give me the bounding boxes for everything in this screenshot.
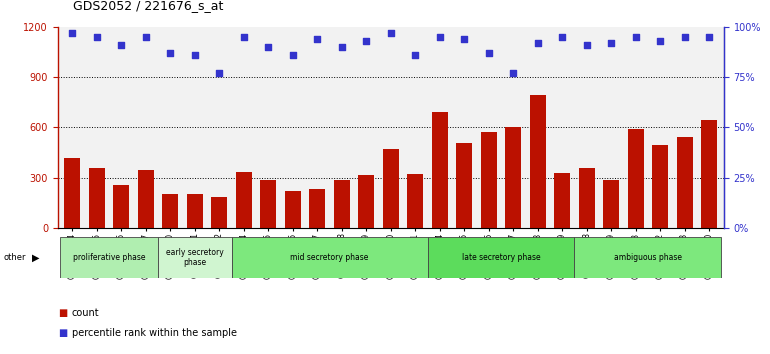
Bar [427, 237, 574, 278]
Point [483, 50, 495, 56]
Text: mid secretory phase: mid secretory phase [290, 253, 369, 262]
Bar [310, 189, 325, 228]
Point [556, 34, 568, 40]
Bar [407, 174, 424, 228]
Point [164, 50, 176, 56]
Point [458, 36, 470, 41]
Bar [603, 181, 619, 228]
Bar [579, 168, 594, 228]
Point [286, 52, 299, 58]
Point [262, 44, 274, 50]
Bar [505, 127, 521, 228]
Text: late secretory phase: late secretory phase [462, 253, 541, 262]
Point [384, 30, 397, 35]
Text: other: other [4, 253, 26, 262]
Point [678, 34, 691, 40]
Text: proliferative phase: proliferative phase [73, 253, 146, 262]
Bar [285, 191, 301, 228]
Bar [358, 175, 374, 228]
Point [189, 52, 201, 58]
Point [507, 70, 520, 76]
Bar [260, 181, 276, 228]
Bar [432, 112, 447, 228]
Bar [530, 96, 546, 228]
Bar [232, 237, 427, 278]
Bar [628, 129, 644, 228]
Point [654, 38, 666, 44]
Bar [187, 194, 203, 228]
Point [336, 44, 348, 50]
Text: early secretory
phase: early secretory phase [166, 248, 224, 267]
Bar [480, 132, 497, 228]
Text: ■: ■ [58, 308, 67, 318]
Bar [677, 137, 692, 228]
Bar [334, 179, 350, 228]
Point [360, 38, 373, 44]
Point [91, 34, 103, 40]
Point [139, 34, 152, 40]
Bar [65, 158, 80, 228]
Bar [652, 145, 668, 228]
Bar [574, 237, 721, 278]
Bar [236, 172, 252, 228]
Bar [212, 197, 227, 228]
Bar [554, 173, 570, 228]
Bar [162, 194, 179, 228]
Bar [60, 237, 158, 278]
Text: percentile rank within the sample: percentile rank within the sample [72, 328, 236, 338]
Bar [457, 143, 472, 228]
Point [630, 34, 642, 40]
Point [581, 42, 593, 47]
Text: GDS2052 / 221676_s_at: GDS2052 / 221676_s_at [73, 0, 223, 12]
Bar [113, 185, 129, 228]
Point [116, 42, 128, 47]
Text: ambiguous phase: ambiguous phase [614, 253, 682, 262]
Point [605, 40, 618, 46]
Text: ■: ■ [58, 328, 67, 338]
Bar [138, 170, 154, 228]
Point [66, 30, 79, 35]
Point [213, 70, 226, 76]
Point [238, 34, 250, 40]
Bar [89, 168, 105, 228]
Text: count: count [72, 308, 99, 318]
Bar [701, 120, 717, 228]
Point [409, 52, 421, 58]
Point [311, 36, 323, 41]
Bar [158, 237, 232, 278]
Text: ▶: ▶ [32, 252, 40, 263]
Point [703, 34, 715, 40]
Bar [383, 149, 399, 228]
Point [531, 40, 544, 46]
Point [434, 34, 446, 40]
